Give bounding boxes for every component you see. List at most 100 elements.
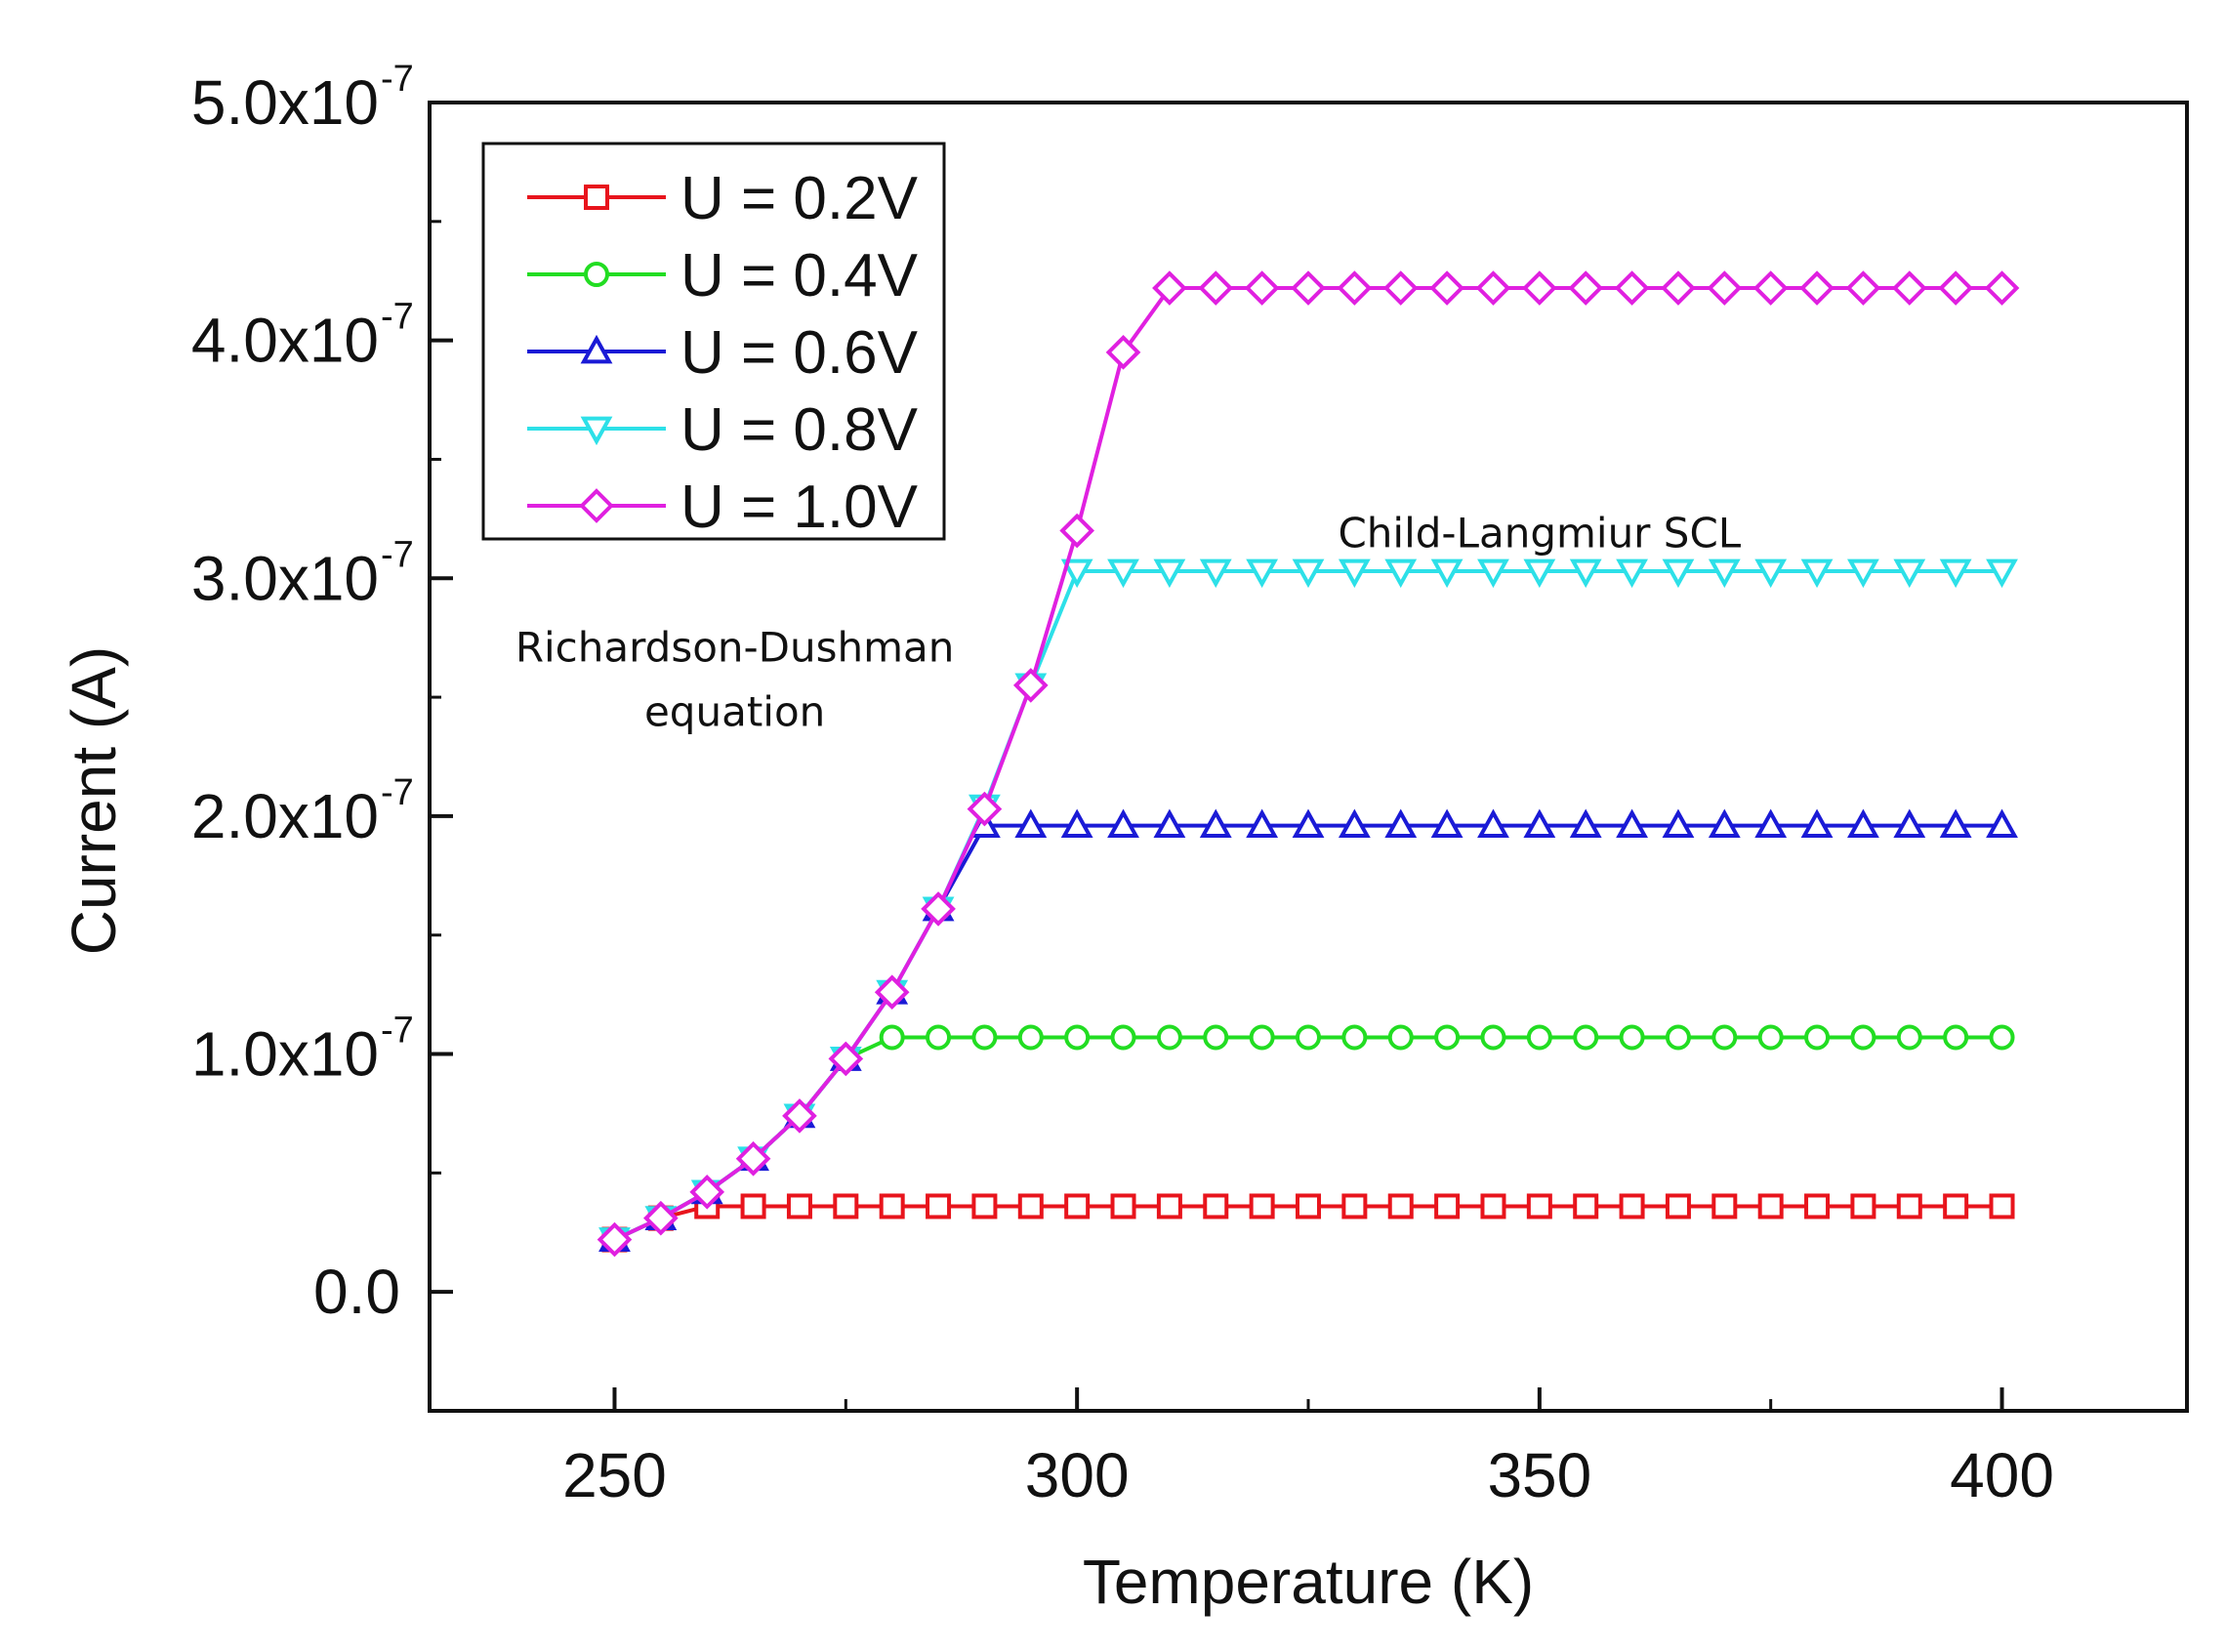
data-point [1249, 1193, 1275, 1219]
data-point [1662, 558, 1695, 589]
data-point [1800, 808, 1834, 839]
data-point [1199, 558, 1232, 589]
data-point [1569, 558, 1602, 589]
data-point [1203, 1024, 1229, 1051]
data-point [1526, 1193, 1552, 1219]
data-point [689, 1175, 725, 1210]
annotation-text: Child-Langmiur SCL [1338, 510, 1741, 558]
data-point [1017, 1193, 1044, 1219]
legend-marker [584, 185, 609, 210]
data-point [1522, 270, 1557, 306]
y-tick-exponent: -7 [381, 534, 414, 575]
labels-layer: Temperature (K) Current (A) 250 300 350 400… [59, 59, 2054, 1617]
y-tick-exponent: -7 [381, 59, 414, 100]
data-point [1573, 1024, 1599, 1051]
x-tick-label: 300 [1025, 1440, 1130, 1510]
data-point [1896, 1024, 1922, 1051]
data-point [1845, 270, 1881, 306]
legend-label: U = 0.4V [680, 242, 919, 310]
data-point [1939, 558, 1972, 589]
data-point [1291, 270, 1326, 306]
data-point [833, 1193, 859, 1219]
series-line [613, 568, 2002, 1242]
annotation-text: Richardson-Dushman [515, 624, 955, 672]
data-point [1850, 1024, 1876, 1051]
data-point [1986, 808, 2018, 839]
data-point [740, 1193, 766, 1219]
data-point [1246, 558, 1279, 589]
legend-marker [580, 416, 613, 446]
data-point [1708, 558, 1741, 589]
data-point [1382, 270, 1419, 306]
data-point [1059, 513, 1094, 549]
legend-marker [584, 262, 609, 287]
data-point [1665, 1024, 1691, 1051]
data-point [1804, 1024, 1831, 1051]
data-point [786, 1193, 812, 1219]
legend-marker [580, 334, 613, 364]
data-point [1847, 558, 1879, 589]
data-point [1341, 1193, 1368, 1219]
data-point [1296, 1193, 1321, 1219]
axis-ticks [430, 101, 2004, 1413]
data-point [1573, 1193, 1599, 1219]
legend-item: U = 0.8V [527, 396, 919, 464]
data-point [1060, 808, 1093, 839]
y-tick-exponent: -7 [381, 297, 414, 338]
data-point [1893, 808, 1926, 839]
data-point [1338, 558, 1371, 589]
data-point [643, 1200, 679, 1236]
legend-item: U = 0.4V [527, 242, 919, 310]
data-point [926, 1024, 952, 1051]
data-point [1203, 1193, 1229, 1219]
data-point [1661, 270, 1696, 306]
series-u-0-2v [601, 1193, 2015, 1253]
data-point [1199, 808, 1232, 839]
y-tick-label: 3.0x10 [191, 543, 379, 613]
legend-item: U = 0.6V [527, 319, 919, 387]
data-point [1799, 270, 1834, 306]
data-point [1156, 1024, 1182, 1051]
data-point [1847, 808, 1879, 839]
data-point [1244, 270, 1280, 306]
annotation: Child-Langmiur SCL [1338, 510, 1741, 558]
data-point [1523, 558, 1556, 589]
data-point [1338, 808, 1371, 839]
data-point [1711, 1193, 1738, 1219]
data-point [1014, 808, 1048, 839]
data-point [782, 1098, 817, 1134]
data-point [1754, 558, 1788, 589]
data-point [1434, 1024, 1461, 1051]
y-tick-exponent: -7 [381, 1011, 414, 1052]
legend-label: U = 0.2V [680, 165, 919, 232]
data-point [1477, 558, 1509, 589]
data-point [1064, 1193, 1091, 1219]
legend-item: U = 0.2V [527, 165, 919, 232]
data-point [1480, 1193, 1506, 1219]
data-point [1480, 1024, 1506, 1051]
data-point [1249, 1024, 1275, 1051]
data-point [1665, 1193, 1691, 1219]
data-point [1989, 1193, 2015, 1219]
data-point [1387, 1193, 1414, 1219]
data-point [1434, 1193, 1461, 1219]
data-point [597, 1221, 633, 1258]
series-layer [597, 270, 2020, 1258]
data-point [1569, 808, 1602, 839]
data-point [967, 791, 1003, 827]
series-u-1-0v [597, 270, 2020, 1258]
data-point [1526, 1024, 1552, 1051]
data-point [1804, 1193, 1831, 1219]
data-point [1107, 808, 1139, 839]
data-point [1017, 1024, 1044, 1051]
data-point [1891, 270, 1927, 306]
legend-item: U = 1.0V [527, 474, 919, 541]
y-tick-label: 2.0x10 [191, 781, 379, 851]
data-point [1105, 334, 1141, 370]
data-point [1060, 558, 1093, 589]
data-point [1707, 270, 1743, 306]
data-point [1614, 270, 1650, 306]
data-point [1246, 808, 1279, 839]
